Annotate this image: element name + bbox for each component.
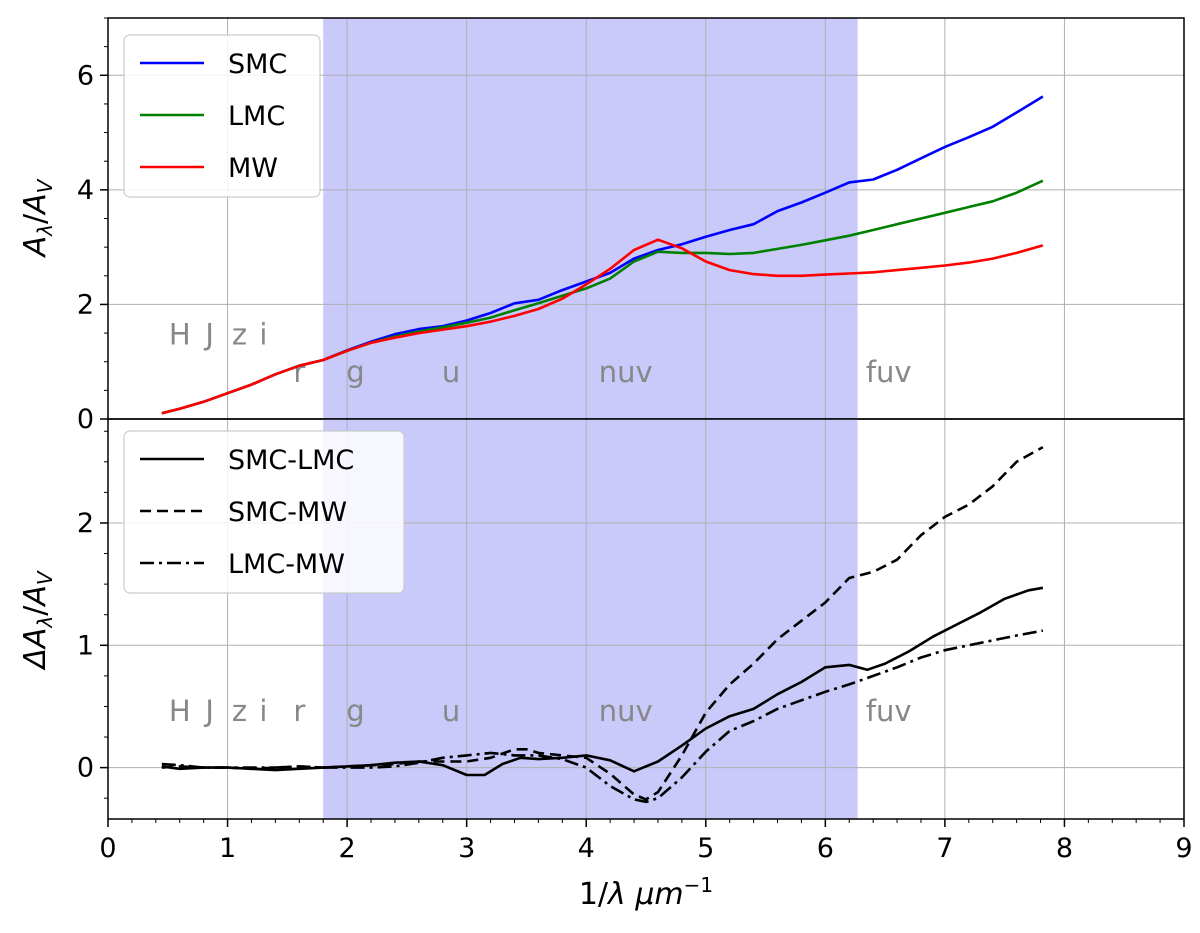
xtick-label: 2 — [339, 833, 356, 864]
ytick-label: 2 — [77, 289, 94, 320]
band-label-z: z — [232, 694, 247, 728]
legend: SMC-LMC SMC-MW LMC-MW — [123, 430, 405, 594]
band-label-g: g — [346, 355, 364, 389]
band-label-nuv: nuv — [599, 694, 653, 728]
band-label-g: g — [346, 694, 364, 728]
shaded-band — [323, 419, 858, 819]
band-label-nuv: nuv — [599, 355, 653, 389]
legend-label-SMC-MW: SMC-MW — [228, 497, 347, 528]
ytick-label: 6 — [77, 60, 94, 91]
legend-box — [123, 34, 321, 198]
legend-label-MW: MW — [228, 153, 278, 184]
xtick-label: 9 — [1175, 833, 1192, 864]
plot-frame — [107, 418, 1185, 820]
band-label-i: i — [259, 318, 267, 352]
xtick-label: 4 — [578, 833, 595, 864]
xtick-label: 6 — [817, 833, 834, 864]
axis-labels: Aλ/AV ΔAλ/AV 1/λ μm−1 — [18, 178, 713, 912]
ytick-label: 0 — [77, 404, 94, 435]
xtick-label: 3 — [458, 833, 475, 864]
band-label-z: z — [232, 318, 247, 352]
ytick-label: 1 — [77, 630, 94, 661]
bottom-ylabel: ΔAλ/AV — [18, 570, 57, 671]
band-label-u: u — [442, 694, 460, 728]
legend: SMC LMC MW — [123, 34, 321, 198]
series-line-MW — [161, 238, 1044, 415]
series-line-SMC-LMC — [161, 586, 1044, 777]
xtick-label: 1 — [219, 833, 236, 864]
xtick-label: 7 — [936, 833, 953, 864]
band-label-J: J — [203, 318, 214, 352]
series-group — [161, 445, 1044, 804]
legend-box — [123, 430, 405, 594]
xtick-label: 5 — [697, 833, 714, 864]
legend-label-SMC-LMC: SMC-LMC — [228, 445, 354, 476]
xlabel: 1/λ μm−1 — [579, 873, 713, 912]
band-label-u: u — [442, 355, 460, 389]
band-label-J: J — [203, 694, 214, 728]
series-line-SMC-MW — [161, 445, 1044, 801]
band-label-i: i — [259, 694, 267, 728]
legend-label-LMC: LMC — [228, 101, 285, 132]
band-label-H: H — [169, 694, 191, 728]
legend-label-SMC: SMC — [228, 49, 287, 80]
legend-label-LMC-MW: LMC-MW — [228, 549, 345, 580]
shaded-band — [323, 18, 858, 419]
xtick-label: 0 — [99, 833, 116, 864]
top-ylabel: Aλ/AV — [18, 178, 57, 258]
ytick-label: 0 — [77, 753, 94, 784]
band-label-H: H — [169, 318, 191, 352]
ytick-label: 2 — [77, 508, 94, 539]
series-group — [161, 95, 1044, 415]
band-label-r: r — [293, 694, 305, 728]
band-label-fuv: fuv — [866, 355, 912, 389]
band-label-fuv: fuv — [866, 694, 912, 728]
band-label-r: r — [293, 355, 305, 389]
series-line-LMC-MW — [161, 629, 1044, 804]
xtick-label: 8 — [1056, 833, 1073, 864]
ytick-label: 4 — [77, 175, 94, 206]
